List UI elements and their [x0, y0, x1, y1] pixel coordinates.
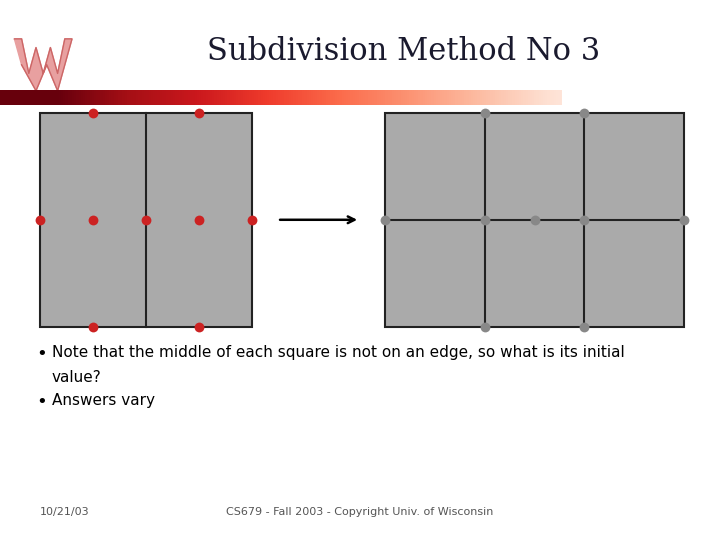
Text: •: • — [36, 393, 47, 411]
Point — [579, 215, 590, 225]
Point — [479, 322, 490, 331]
Text: CS679 - Fall 2003 - Copyright Univ. of Wisconsin: CS679 - Fall 2003 - Copyright Univ. of W… — [226, 507, 494, 517]
Point — [193, 109, 204, 118]
Point — [193, 322, 204, 331]
Text: value?: value? — [52, 370, 102, 385]
Point — [246, 215, 258, 225]
Bar — [40, 113, 252, 327]
Text: •: • — [36, 345, 47, 362]
Point — [87, 322, 99, 331]
Point — [193, 215, 204, 225]
Point — [678, 215, 690, 225]
Text: Answers vary: Answers vary — [52, 393, 155, 408]
Text: Subdivision Method No 3: Subdivision Method No 3 — [207, 36, 600, 67]
Point — [579, 109, 590, 118]
Polygon shape — [14, 39, 72, 91]
Point — [528, 215, 540, 225]
Point — [479, 109, 490, 118]
Bar — [385, 113, 684, 327]
Point — [34, 215, 45, 225]
Point — [479, 215, 490, 225]
Point — [579, 322, 590, 331]
Text: Note that the middle of each square is not on an edge, so what is its initial: Note that the middle of each square is n… — [52, 345, 624, 360]
Point — [87, 215, 99, 225]
Text: 10/21/03: 10/21/03 — [40, 507, 89, 517]
Point — [379, 215, 391, 225]
Point — [87, 109, 99, 118]
Point — [140, 215, 151, 225]
